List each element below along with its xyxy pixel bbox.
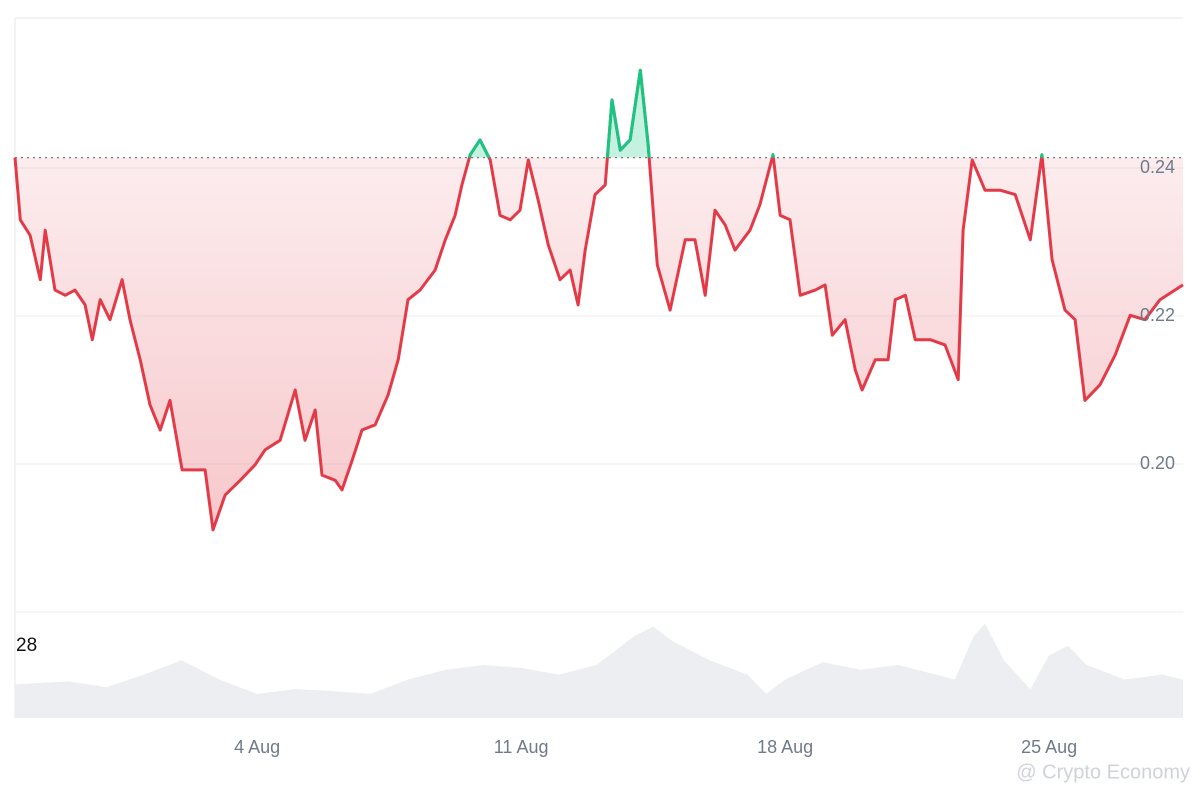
volume-label: 28 <box>16 635 37 656</box>
x-tick-label: 18 Aug <box>757 737 813 757</box>
x-tick-label: 11 Aug <box>494 737 549 757</box>
y-tick-label: 0.20 <box>1140 453 1175 473</box>
price-line <box>13 68 1184 532</box>
volume-area <box>15 623 1183 718</box>
x-tick-label: 25 Aug <box>1021 737 1077 757</box>
y-tick-label: 0.24 <box>1140 157 1175 177</box>
x-tick-label: 4 Aug <box>234 737 280 757</box>
y-tick-label: 0.22 <box>1140 305 1175 325</box>
area-below <box>15 157 1183 530</box>
watermark: @ Crypto Economy <box>1016 761 1190 783</box>
